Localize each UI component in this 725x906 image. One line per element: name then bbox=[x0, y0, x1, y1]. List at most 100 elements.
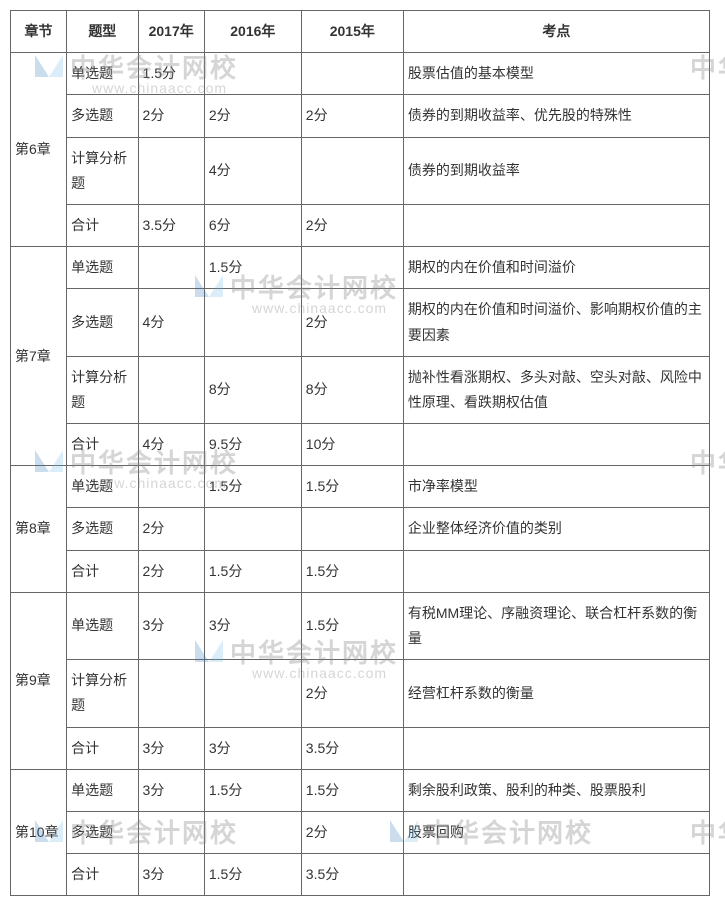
cell-type: 合计 bbox=[67, 424, 138, 466]
cell-type: 多选题 bbox=[67, 508, 138, 550]
cell-chapter: 第10章 bbox=[11, 769, 67, 896]
cell-type: 计算分析题 bbox=[67, 356, 138, 423]
cell-2017: 4分 bbox=[138, 289, 204, 356]
cell-2017: 2分 bbox=[138, 95, 204, 137]
cell-2015: 3.5分 bbox=[301, 854, 403, 896]
cell-2016 bbox=[204, 811, 301, 853]
table-row: 计算分析题2分经营杠杆系数的衡量 bbox=[11, 660, 710, 727]
table-row: 合计3分3分3.5分 bbox=[11, 727, 710, 769]
cell-chapter: 第7章 bbox=[11, 247, 67, 466]
cell-2016 bbox=[204, 53, 301, 95]
cell-topic: 有税MM理论、序融资理论、联合杠杆系数的衡量 bbox=[403, 592, 709, 659]
cell-topic bbox=[403, 204, 709, 246]
cell-2016 bbox=[204, 508, 301, 550]
table-row: 第6章单选题1.5分股票估值的基本模型 bbox=[11, 53, 710, 95]
header-chapter: 章节 bbox=[11, 11, 67, 53]
cell-2015 bbox=[301, 508, 403, 550]
cell-type: 合计 bbox=[67, 854, 138, 896]
cell-2017 bbox=[138, 137, 204, 204]
cell-2016: 9.5分 bbox=[204, 424, 301, 466]
cell-2015 bbox=[301, 247, 403, 289]
table-row: 多选题 2分股票回购 bbox=[11, 811, 710, 853]
cell-topic: 期权的内在价值和时间溢价、影响期权价值的主要因素 bbox=[403, 289, 709, 356]
header-topic: 考点 bbox=[403, 11, 709, 53]
table-body: 第6章单选题1.5分股票估值的基本模型多选题2分2分2分债券的到期收益率、优先股… bbox=[11, 53, 710, 896]
cell-2015: 10分 bbox=[301, 424, 403, 466]
cell-topic: 企业整体经济价值的类别 bbox=[403, 508, 709, 550]
table-header-row: 章节 题型 2017年 2016年 2015年 考点 bbox=[11, 11, 710, 53]
cell-2017: 3.5分 bbox=[138, 204, 204, 246]
table-row: 第9章单选题3分3分1.5分有税MM理论、序融资理论、联合杠杆系数的衡量 bbox=[11, 592, 710, 659]
cell-type: 单选题 bbox=[67, 247, 138, 289]
cell-topic bbox=[403, 424, 709, 466]
cell-2015: 2分 bbox=[301, 811, 403, 853]
table-row: 第10章单选题3分1.5分1.5分剩余股利政策、股利的种类、股票股利 bbox=[11, 769, 710, 811]
cell-type: 合计 bbox=[67, 550, 138, 592]
cell-2016: 8分 bbox=[204, 356, 301, 423]
cell-2015 bbox=[301, 53, 403, 95]
cell-2016 bbox=[204, 289, 301, 356]
cell-type: 单选题 bbox=[67, 592, 138, 659]
table-row: 合计3分1.5分3.5分 bbox=[11, 854, 710, 896]
cell-topic: 债券的到期收益率 bbox=[403, 137, 709, 204]
cell-2015: 1.5分 bbox=[301, 592, 403, 659]
cell-chapter: 第6章 bbox=[11, 53, 67, 247]
cell-2016: 6分 bbox=[204, 204, 301, 246]
cell-2017 bbox=[138, 811, 204, 853]
cell-2017 bbox=[138, 356, 204, 423]
cell-2015 bbox=[301, 137, 403, 204]
cell-type: 多选题 bbox=[67, 811, 138, 853]
cell-2016: 1.5分 bbox=[204, 247, 301, 289]
cell-topic: 市净率模型 bbox=[403, 466, 709, 508]
cell-2017: 3分 bbox=[138, 727, 204, 769]
cell-2015: 1.5分 bbox=[301, 769, 403, 811]
cell-topic: 期权的内在价值和时间溢价 bbox=[403, 247, 709, 289]
cell-2017 bbox=[138, 466, 204, 508]
cell-2016: 2分 bbox=[204, 95, 301, 137]
header-2016: 2016年 bbox=[204, 11, 301, 53]
cell-2017: 1.5分 bbox=[138, 53, 204, 95]
cell-topic: 剩余股利政策、股利的种类、股票股利 bbox=[403, 769, 709, 811]
cell-type: 多选题 bbox=[67, 289, 138, 356]
cell-type: 单选题 bbox=[67, 466, 138, 508]
cell-type: 单选题 bbox=[67, 769, 138, 811]
cell-2016 bbox=[204, 660, 301, 727]
cell-topic bbox=[403, 727, 709, 769]
cell-2016: 1.5分 bbox=[204, 550, 301, 592]
cell-2017: 2分 bbox=[138, 508, 204, 550]
cell-topic: 股票回购 bbox=[403, 811, 709, 853]
table-row: 多选题2分 企业整体经济价值的类别 bbox=[11, 508, 710, 550]
cell-2017: 3分 bbox=[138, 854, 204, 896]
table-row: 计算分析题8分8分抛补性看涨期权、多头对敲、空头对敲、风险中性原理、看跌期权估值 bbox=[11, 356, 710, 423]
cell-2016: 3分 bbox=[204, 727, 301, 769]
cell-type: 多选题 bbox=[67, 95, 138, 137]
header-2015: 2015年 bbox=[301, 11, 403, 53]
cell-topic bbox=[403, 854, 709, 896]
table-row: 合计4分9.5分10分 bbox=[11, 424, 710, 466]
cell-2015: 2分 bbox=[301, 95, 403, 137]
table-row: 计算分析题4分债券的到期收益率 bbox=[11, 137, 710, 204]
cell-2015: 2分 bbox=[301, 204, 403, 246]
cell-2015: 2分 bbox=[301, 289, 403, 356]
cell-2017 bbox=[138, 660, 204, 727]
table-row: 多选题2分2分2分债券的到期收益率、优先股的特殊性 bbox=[11, 95, 710, 137]
header-type: 题型 bbox=[67, 11, 138, 53]
cell-2016: 1.5分 bbox=[204, 769, 301, 811]
cell-type: 合计 bbox=[67, 204, 138, 246]
cell-topic bbox=[403, 550, 709, 592]
cell-chapter: 第9章 bbox=[11, 592, 67, 769]
cell-2016: 1.5分 bbox=[204, 466, 301, 508]
table-row: 合计2分1.5分1.5分 bbox=[11, 550, 710, 592]
cell-2015: 8分 bbox=[301, 356, 403, 423]
cell-type: 计算分析题 bbox=[67, 660, 138, 727]
cell-type: 单选题 bbox=[67, 53, 138, 95]
cell-type: 计算分析题 bbox=[67, 137, 138, 204]
exam-points-table: 章节 题型 2017年 2016年 2015年 考点 第6章单选题1.5分股票估… bbox=[10, 10, 710, 896]
cell-topic: 股票估值的基本模型 bbox=[403, 53, 709, 95]
cell-2017 bbox=[138, 247, 204, 289]
cell-2016: 1.5分 bbox=[204, 854, 301, 896]
cell-2015: 3.5分 bbox=[301, 727, 403, 769]
cell-type: 合计 bbox=[67, 727, 138, 769]
header-2017: 2017年 bbox=[138, 11, 204, 53]
cell-topic: 抛补性看涨期权、多头对敲、空头对敲、风险中性原理、看跌期权估值 bbox=[403, 356, 709, 423]
